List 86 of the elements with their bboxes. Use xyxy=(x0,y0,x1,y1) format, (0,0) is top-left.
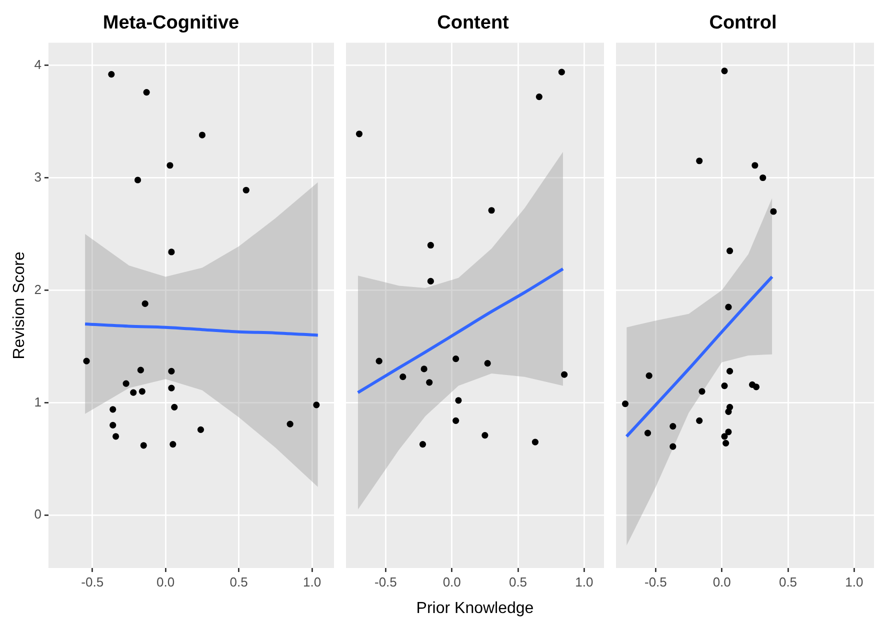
point xyxy=(137,366,144,374)
point xyxy=(168,368,175,374)
x-tick-label: -0.5 xyxy=(374,574,397,590)
y-tick-label: 1 xyxy=(34,394,42,410)
point xyxy=(427,278,434,285)
point xyxy=(420,366,428,372)
point xyxy=(558,68,565,76)
point xyxy=(752,384,760,390)
point xyxy=(112,433,120,440)
point xyxy=(725,408,732,415)
point xyxy=(130,389,137,396)
x-tick-label: 1.0 xyxy=(575,574,594,590)
point xyxy=(696,417,703,424)
point xyxy=(452,356,460,362)
x-tick-label: 0.0 xyxy=(712,574,731,590)
point xyxy=(110,406,116,413)
point xyxy=(670,443,676,450)
point xyxy=(455,397,462,404)
point xyxy=(726,248,734,254)
point xyxy=(356,130,363,138)
x-tick-label: 1.0 xyxy=(302,574,322,590)
point xyxy=(561,371,568,378)
point xyxy=(108,70,115,78)
chart-title: Control xyxy=(709,12,777,34)
x-tick-label: -0.5 xyxy=(81,574,104,590)
point xyxy=(488,207,495,214)
point xyxy=(696,158,703,164)
point xyxy=(171,404,178,410)
x-tick-label: 0.0 xyxy=(442,574,461,590)
point xyxy=(670,422,676,430)
point xyxy=(646,372,652,379)
x-tick-label: 0.0 xyxy=(156,574,175,590)
point xyxy=(143,88,150,96)
x-tick-label: 0.5 xyxy=(508,574,528,590)
y-tick-label: 2 xyxy=(34,282,42,297)
point xyxy=(242,186,250,194)
point xyxy=(721,433,728,440)
point xyxy=(622,400,629,408)
chart-title: Content xyxy=(437,12,510,34)
point xyxy=(721,68,728,74)
point xyxy=(170,440,176,448)
point xyxy=(484,360,491,367)
point xyxy=(313,402,320,408)
point xyxy=(725,428,732,436)
line-series xyxy=(84,322,320,337)
point xyxy=(752,162,758,169)
point xyxy=(142,300,148,308)
x-tick-label: 0.5 xyxy=(230,574,248,590)
point xyxy=(197,426,204,433)
point xyxy=(536,93,542,100)
point xyxy=(168,384,175,392)
x-axis-title: Prior Knowledge xyxy=(416,600,534,617)
point xyxy=(770,208,777,215)
x-tick-label: -0.5 xyxy=(644,574,667,590)
point xyxy=(698,388,706,395)
point xyxy=(198,132,206,138)
point xyxy=(760,174,766,182)
point xyxy=(168,248,175,256)
point xyxy=(83,358,90,364)
point xyxy=(110,422,116,428)
point xyxy=(644,430,652,436)
point xyxy=(482,432,488,439)
y-tick-label: 3 xyxy=(34,169,42,184)
point xyxy=(138,388,146,395)
point xyxy=(419,440,426,448)
point xyxy=(721,382,728,390)
point xyxy=(427,242,434,249)
x-tick-label: 1.0 xyxy=(845,574,864,590)
chart-title: Meta-Cognitive xyxy=(102,12,240,34)
point xyxy=(134,176,142,184)
point xyxy=(400,374,406,380)
y-axis-title: Revision Score xyxy=(11,252,28,360)
point xyxy=(140,442,147,449)
y-tick-label: 4 xyxy=(34,56,42,72)
point xyxy=(376,358,382,364)
x-tick-label: 0.5 xyxy=(778,574,798,590)
point xyxy=(286,420,294,428)
point xyxy=(722,440,730,446)
point xyxy=(122,380,130,387)
point xyxy=(166,162,174,169)
point xyxy=(532,438,538,446)
point xyxy=(725,304,732,310)
point xyxy=(452,417,460,424)
point xyxy=(726,368,734,374)
y-tick-label: 0 xyxy=(34,506,42,522)
point xyxy=(426,379,433,386)
